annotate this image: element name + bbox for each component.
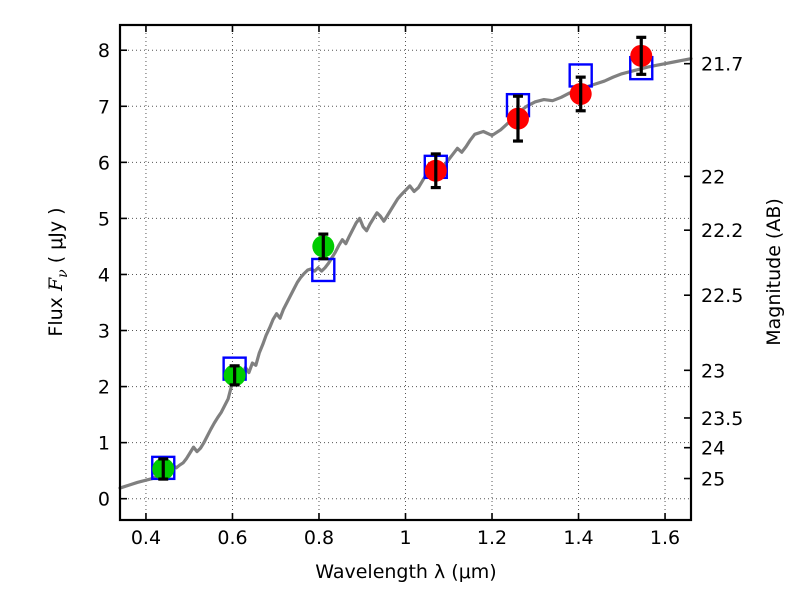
y-tick-label: 5 — [98, 208, 110, 230]
y-axis-title: Flux Fν ( μJy ) — [45, 207, 71, 336]
secondary-y-tick-label: 24 — [701, 438, 725, 460]
grid-layer — [120, 25, 691, 520]
y-axis-tick-labels: 0 1 2 3 4 5 6 7 8 — [98, 40, 110, 510]
x-tick-label: 0.8 — [304, 527, 334, 549]
x-tick-label: 1.4 — [563, 527, 593, 549]
secondary-y-axis-tick-labels: 21.7 22 22.2 22.5 23 23.5 24 25 — [701, 54, 743, 491]
x-axis-title: Wavelength λ (μm) — [315, 561, 496, 583]
y-tick-label: 7 — [98, 96, 110, 118]
secondary-y-tick-label: 21.7 — [701, 54, 743, 76]
y-tick-label: 0 — [98, 489, 110, 511]
x-axis-tick-labels: 0.4 0.6 0.8 1 1.2 1.4 1.6 — [131, 527, 680, 549]
y-tick-label: 8 — [98, 40, 110, 62]
observed-photometry-markers — [152, 35, 653, 481]
x-tick-label: 1.6 — [650, 527, 680, 549]
secondary-y-tick-label: 23.5 — [701, 408, 743, 430]
secondary-y-tick-label: 22 — [701, 166, 725, 188]
axes-frame — [118, 23, 693, 522]
secondary-y-axis-title: Magnitude (AB) — [763, 198, 785, 346]
secondary-y-tick-label: 22.5 — [701, 285, 743, 307]
secondary-y-tick-label: 25 — [701, 469, 725, 491]
y-tick-label: 1 — [98, 433, 110, 455]
secondary-y-tick-label: 23 — [701, 360, 725, 382]
y-tick-label: 3 — [98, 321, 110, 343]
model-photometry-markers — [151, 55, 654, 481]
secondary-y-tick-label: 22.2 — [701, 220, 743, 242]
x-tick-label: 0.4 — [131, 527, 161, 549]
x-tick-label: 0.6 — [217, 527, 247, 549]
x-tick-label: 1 — [399, 527, 411, 549]
svg-text:Flux Fν ( μJy ): Flux Fν ( μJy ) — [45, 207, 71, 336]
y-tick-label: 4 — [98, 264, 110, 286]
y-tick-label: 6 — [98, 152, 110, 174]
y-tick-label: 2 — [98, 377, 110, 399]
x-tick-label: 1.2 — [477, 527, 507, 549]
